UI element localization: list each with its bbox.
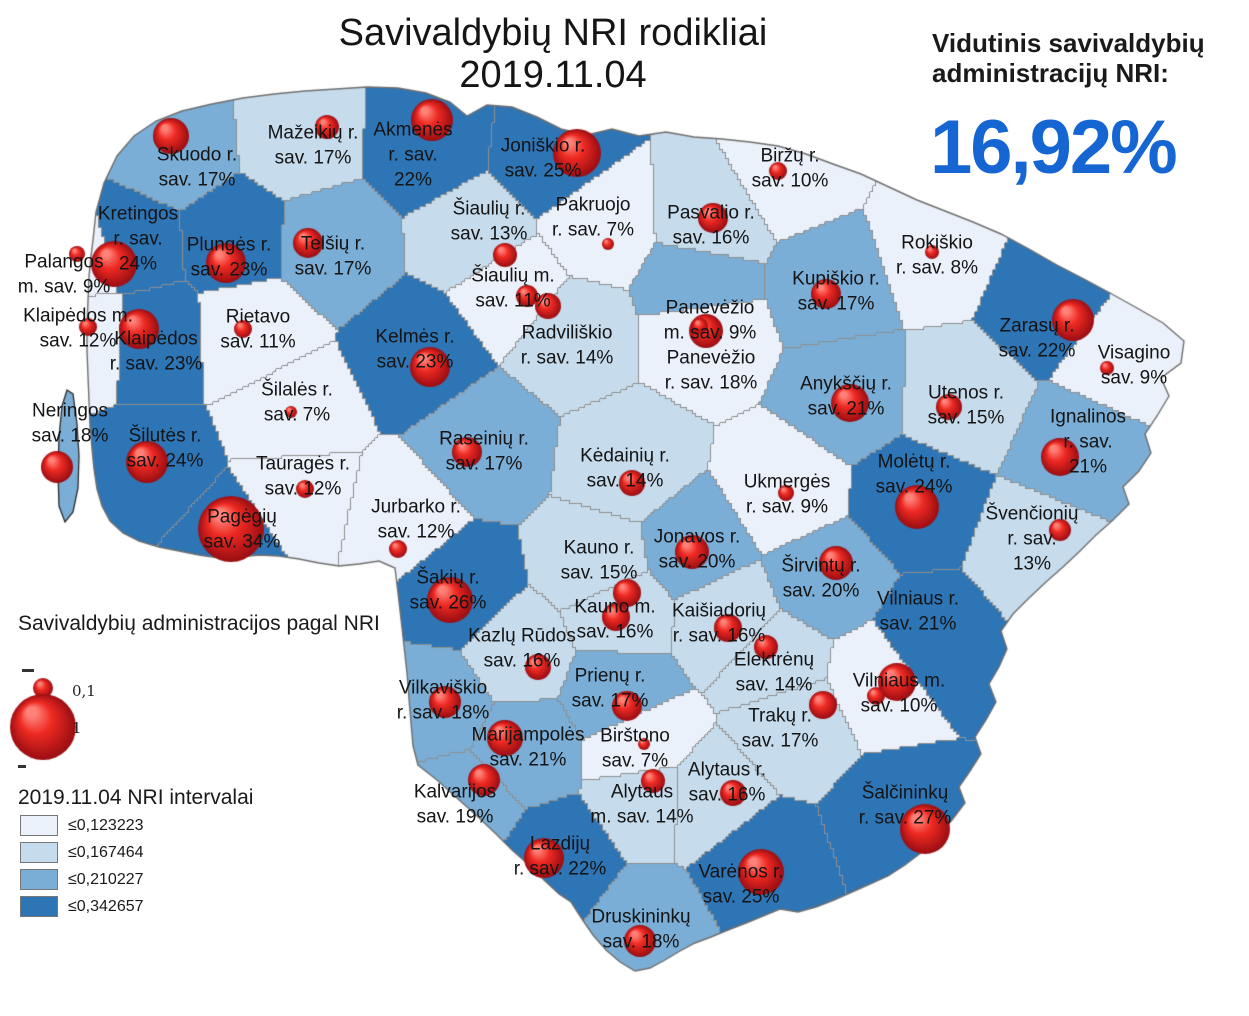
interval-swatch-4 [20,896,58,917]
interval-label-2: ≤0,167464 [68,843,144,861]
interval-swatch-1 [20,815,58,836]
average-value: 16,92% [930,105,1178,190]
size-legend-large-value: 1 [72,719,82,737]
interval-legend: ≤0,123223 ≤0,167464 ≤0,210227 ≤0,342657 [20,812,144,920]
size-legend-small-value: 0,1 [72,682,96,700]
interval-row: ≤0,342657 [20,893,144,920]
size-legend-title: Savivaldybių administracijos pagal NRI [18,612,380,635]
interval-label-3: ≤0,210227 [68,870,144,888]
average-nri-label-line1: Vidutinis savivaldybių [932,28,1205,58]
interval-label-1: ≤0,123223 [68,816,144,834]
interval-row: ≤0,123223 [20,812,144,839]
interval-swatch-3 [20,869,58,890]
size-legend-tick-top [22,669,34,672]
size-legend-tick-bottom [18,765,26,768]
interval-swatch-2 [20,842,58,863]
average-nri-label: Vidutinis savivaldybių administracijų NR… [932,28,1205,88]
interval-label-4: ≤0,342657 [68,897,144,915]
average-nri-label-line2: administracijų NRI: [932,58,1169,88]
interval-row: ≤0,210227 [20,866,144,893]
interval-legend-title: 2019.11.04 NRI intervalai [18,786,254,809]
page-title-line1: Savivaldybių NRI rodikliai [338,12,768,54]
page-title-line2: 2019.11.04 [459,54,647,96]
interval-row: ≤0,167464 [20,839,144,866]
page-title: Savivaldybių NRI rodikliai 2019.11.04 [153,12,953,96]
